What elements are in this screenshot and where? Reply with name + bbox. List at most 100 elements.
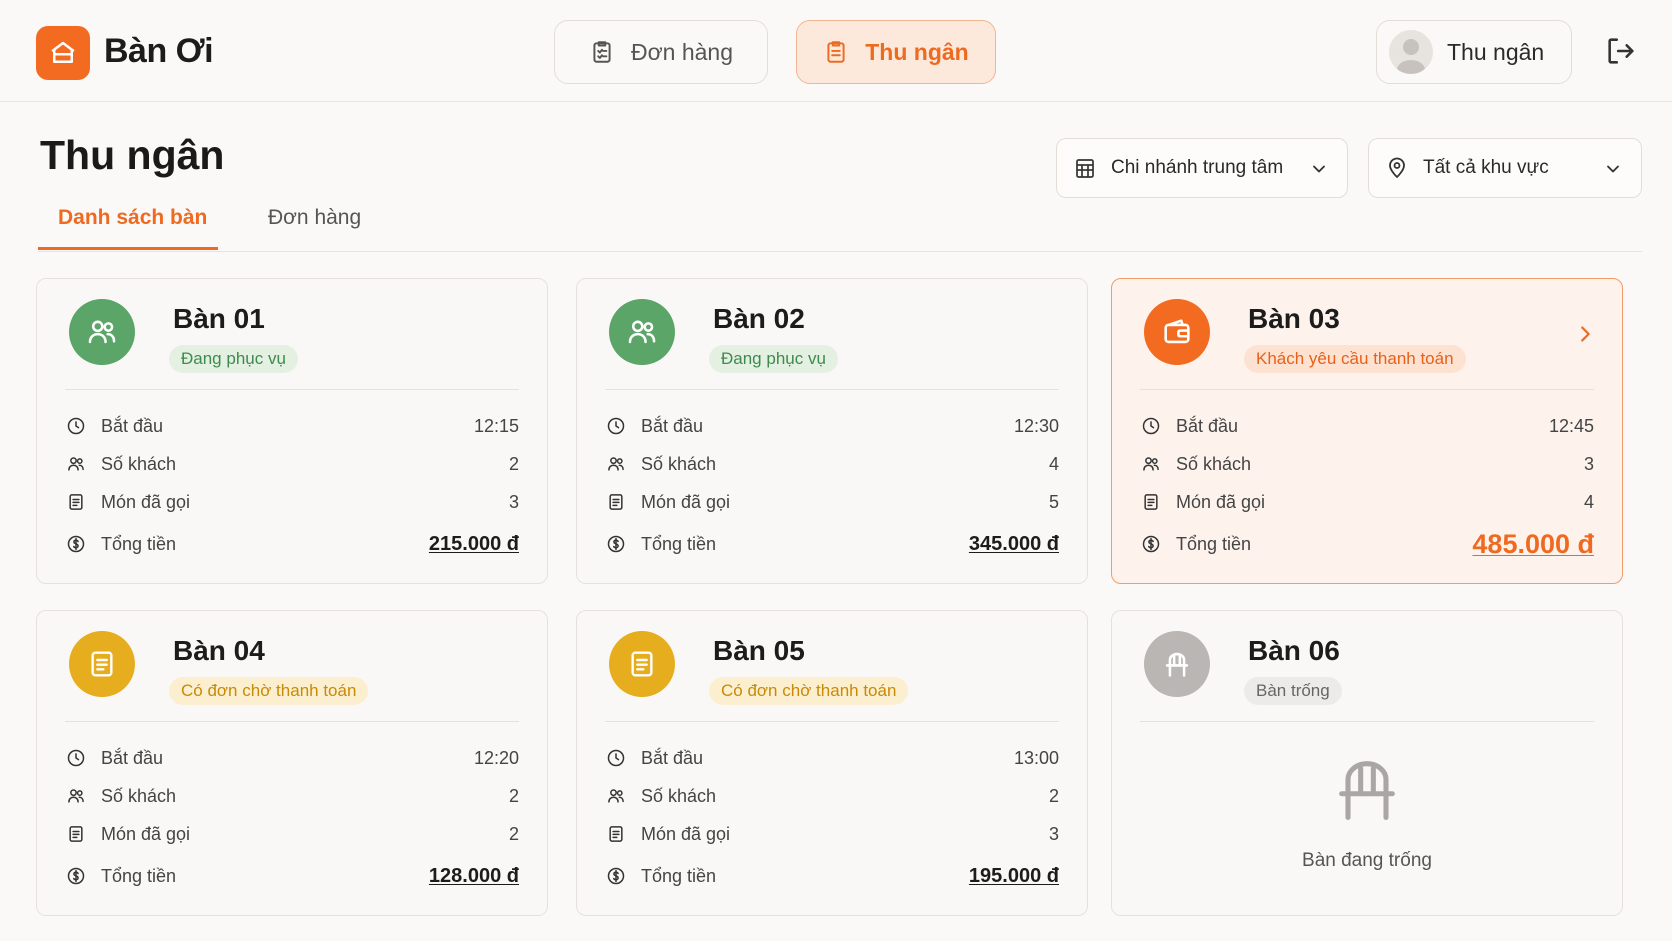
detail-label: Món đã gọi [641,823,731,844]
detail-icon [65,453,87,475]
branch-select-value: Chi nhánh trung tâm [1111,157,1284,178]
detail-label: Tổng tiền [1176,533,1252,554]
detail-icon [605,533,627,555]
table-status-icon [609,299,675,365]
tab-table-list[interactable]: Danh sách bàn [58,206,208,229]
area-select[interactable]: Tất cả khu vực [1368,138,1642,198]
document-icon [69,826,83,842]
users-icon [608,789,624,803]
table-card[interactable]: Bàn 01 Đang phục vụ Bắt đầu 12:15 Số khác… [36,278,548,584]
table-details: Bắt đầu 12:30 Số khách 4 Món đã gọi 5 Tổ… [605,407,1059,567]
detail-row-guests: Số khách 2 [65,445,519,483]
empty-state: Bàn đang trống [1112,751,1622,872]
detail-value-start: 12:45 [1548,415,1594,436]
detail-icon [65,747,87,769]
status-badge: Đang phục vụ [709,345,838,373]
detail-value-items: 2 [508,823,519,844]
detail-icon [65,865,87,887]
detail-label: Món đã gọi [101,491,191,512]
table-status-icon [1144,299,1210,365]
users-icon [68,457,84,471]
nav-cashier-label: Thu ngân [865,38,969,65]
detail-label: Tổng tiền [101,865,177,886]
detail-label: Bắt đầu [1176,415,1239,436]
detail-label: Tổng tiền [101,533,177,554]
branch-select[interactable]: Chi nhánh trung tâm [1056,138,1348,198]
chevron-right-icon[interactable] [1574,323,1596,345]
dollar-circle-icon [607,535,625,553]
card-divider [65,721,519,722]
detail-icon [605,823,627,845]
table-card[interactable]: Bàn 03 Khách yêu cầu thanh toán Bắt đầu 1… [1111,278,1623,584]
clock-icon [1142,417,1160,435]
detail-icon [65,785,87,807]
detail-row-total: Tổng tiền 345.000 đ [605,521,1059,567]
app-logo[interactable] [36,26,90,80]
nav-orders-button[interactable]: Đơn hàng [554,20,768,84]
table-card[interactable]: Bàn 04 Có đơn chờ thanh toán Bắt đầu 12:2… [36,610,548,916]
detail-value-guests: 3 [1583,453,1594,474]
clock-icon [67,417,85,435]
card-divider [65,389,519,390]
table-status-icon [69,299,135,365]
detail-label: Bắt đầu [641,415,704,436]
users-icon [628,320,656,344]
detail-label: Số khách [641,453,717,474]
detail-row-guests: Số khách 4 [605,445,1059,483]
detail-icon [605,491,627,513]
detail-label: Tổng tiền [641,865,717,886]
table-name: Bàn 06 [1248,635,1340,666]
detail-row-total: Tổng tiền 485.000 đ [1140,521,1594,567]
detail-row-guests: Số khách 2 [605,777,1059,815]
detail-icon [1140,533,1162,555]
document-icon [609,494,623,510]
detail-value-guests: 2 [1048,785,1059,806]
detail-row-items: Món đã gọi 4 [1140,483,1594,521]
avatar [1389,30,1433,74]
nav-cashier-button[interactable]: Thu ngân [796,20,996,84]
building-icon [1076,159,1094,178]
table-card[interactable]: Bàn 02 Đang phục vụ Bắt đầu 12:30 Số khác… [576,278,1088,584]
status-badge: Có đơn chờ thanh toán [169,677,369,705]
page-title: Thu ngân [40,132,225,178]
status-badge: Có đơn chờ thanh toán [709,677,909,705]
user-icon [1397,39,1425,74]
detail-row-guests: Số khách 3 [1140,445,1594,483]
document-icon [631,651,653,677]
detail-row-items: Món đã gọi 3 [65,483,519,521]
detail-value-guests: 2 [508,785,519,806]
detail-row-items: Món đã gọi 3 [605,815,1059,853]
table-details: Bắt đầu 13:00 Số khách 2 Món đã gọi 3 Tổ… [605,739,1059,899]
chevron-down-icon [1607,165,1619,173]
tab-orders[interactable]: Đơn hàng [268,206,362,229]
detail-row-guests: Số khách 2 [65,777,519,815]
table-card[interactable]: Bàn 05 Có đơn chờ thanh toán Bắt đầu 13:0… [576,610,1088,916]
logout-button[interactable] [1604,34,1640,70]
users-icon [88,320,116,344]
chair-icon [1165,652,1189,677]
detail-icon [605,747,627,769]
app-name: Bàn Ơi [104,32,214,70]
table-card[interactable]: Bàn 06 Bàn trống Bàn đang trống [1111,610,1623,916]
active-tab-indicator [38,247,218,250]
detail-label: Số khách [101,453,177,474]
user-menu[interactable]: Thu ngân [1376,20,1572,84]
detail-value-start: 12:15 [473,415,519,436]
users-icon [608,457,624,471]
receipt-icon [827,41,845,63]
detail-label: Bắt đầu [641,747,704,768]
clock-icon [607,749,625,767]
card-divider [605,389,1059,390]
detail-value-start: 12:30 [1013,415,1059,436]
nav-orders-label: Đơn hàng [630,38,734,65]
chair-icon [1339,761,1395,821]
detail-row-start: Bắt đầu 12:30 [605,407,1059,445]
top-bar: Bàn Ơi Đơn hàng Thu ngân Thu ngân [0,0,1672,102]
status-badge: Bàn trống [1244,677,1342,705]
detail-icon [1140,491,1162,513]
clipboard-list-icon [593,41,611,63]
users-icon [68,789,84,803]
users-icon [1143,457,1159,471]
detail-label: Bắt đầu [101,415,164,436]
detail-value-items: 3 [508,491,519,512]
